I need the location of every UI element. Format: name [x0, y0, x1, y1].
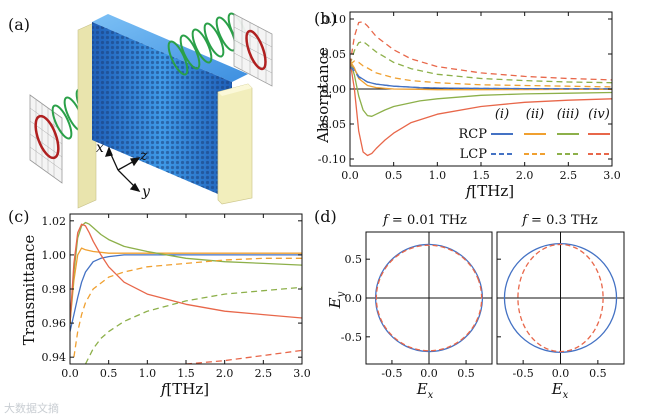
- panel-c-series-iv-rcp: [70, 223, 302, 324]
- right-helix-wave: [167, 12, 249, 76]
- panel-b-series-iii-rcp: [350, 60, 612, 117]
- panel-d2-xtick-label: 0.5: [589, 367, 607, 380]
- legend-row-lcp: LCP: [460, 147, 488, 162]
- panel-d2-ellipse-iv-dashed: [517, 243, 604, 353]
- panel-b-series-ii-lcp: [350, 60, 612, 88]
- panel-d1-ellipse-i-solid: [374, 243, 484, 353]
- legend-case-ii: (ii): [526, 107, 544, 122]
- watermark: 大数据文摘: [4, 402, 59, 415]
- panel-a-schematic: (a): [8, 12, 273, 209]
- panel-b-series-i-lcp: [350, 66, 612, 90]
- panel-d1-xtick-label: 0.5: [457, 367, 475, 380]
- panel-c-ytick-label: 1.02: [42, 215, 67, 228]
- panel-b-ylabel: Absorptance: [314, 47, 332, 144]
- panel-d2-ellipse-i-solid: [503, 242, 618, 354]
- legend-case-i: (i): [495, 107, 509, 122]
- panel-d1-subtitle: f = 0.01 THz: [382, 213, 467, 228]
- front-support-block: [217, 83, 253, 205]
- panel-b-xtick-label: 1.5: [472, 169, 490, 182]
- panel-a-label: (a): [8, 15, 30, 34]
- panel-d1-xlabel: Ex: [416, 380, 434, 401]
- panel-b-series-iv-rcp: [350, 60, 612, 157]
- panel-d1-ytick-label: -0.5: [341, 331, 362, 344]
- panel-b-ytick-label: 0.05: [322, 48, 347, 61]
- panel-d1-ytick-label: 0.0: [345, 292, 363, 305]
- right-polarization-ring: [245, 29, 267, 71]
- axis-x-label: x: [96, 140, 104, 156]
- panel-b-ytick-label: -0.10: [318, 153, 346, 166]
- panel-b-xtick-label: 0.5: [385, 169, 403, 182]
- panel-c-xtick-label: 2.0: [216, 367, 234, 380]
- panel-c-ytick-label: 1.00: [42, 249, 67, 262]
- panel-c-xtick-label: 1.5: [177, 367, 195, 380]
- panel-d2-xtick-label: 0.0: [552, 367, 570, 380]
- panel-c-xlabel: f[THz]: [160, 380, 209, 398]
- panel-d1-xtick-label: 0.0: [420, 367, 438, 380]
- panel-b-ytick-label: 0.00: [322, 83, 347, 96]
- panel-b-series-iii-lcp: [350, 40, 612, 84]
- left-polarization-ring: [34, 114, 60, 160]
- panel-b-xtick-label: 1.0: [429, 169, 447, 182]
- legend-row-rcp: RCP: [459, 127, 488, 142]
- panel-b-label: (b): [314, 9, 337, 28]
- legend-case-iii: (iii): [557, 107, 580, 122]
- panel-c-xtick-label: 3.0: [293, 367, 311, 380]
- panel-b-ytick-label: 0.10: [322, 13, 347, 26]
- right-grid-plane: [233, 13, 273, 87]
- panel-c-series-iii-lcp: [84, 286, 302, 364]
- panel-c-xtick-label: 1.0: [139, 367, 157, 380]
- coordinate-axes: [104, 146, 141, 193]
- panel-b-ytick-label: -0.05: [318, 118, 346, 131]
- panel-b-xtick-label: 2.5: [560, 169, 578, 182]
- panel-c-transmittance-chart: (c) Transmittance f[THz] 0.0 0.5 1.0 1.5 2.0…: [8, 207, 311, 398]
- panel-d-polarization-ellipses: (d) f = 0.01 THz f = 0.3 THz Ey Ex Ex -0.5…: [314, 207, 625, 401]
- panel-b-legend: (i) (ii) (iii) (iv) RCP LCP: [459, 107, 610, 162]
- metamaterial-slab: [77, 14, 253, 209]
- panel-c-series-iv-lcp: [185, 349, 302, 364]
- panel-d-label: (d): [314, 207, 337, 226]
- slab-top: [92, 14, 248, 82]
- panel-c-xtick-label: 0.5: [100, 367, 118, 380]
- panel-d2-xlabel: Ex: [551, 380, 569, 401]
- panel-c-xtick-label: 0.0: [61, 367, 79, 380]
- panel-c-ylabel: Transmittance: [20, 235, 38, 346]
- panel-c-ytick-label: 0.94: [42, 351, 67, 364]
- panel-c-xtick-label: 2.5: [255, 367, 273, 380]
- panel-b-absorptance-chart: (b) Absorptance f[THz] 0.0 0.5 1.0 1.5 2.0 2.…: [314, 9, 621, 200]
- panel-b-xtick-label: 3.0: [603, 169, 621, 182]
- panel-b-series-iv-lcp: [350, 21, 612, 81]
- panel-d-ylabel: Ey: [326, 291, 347, 309]
- axis-y-label: y: [141, 184, 151, 200]
- panel-c-series-ii-lcp: [73, 257, 302, 358]
- panel-b-xtick-label: 0.0: [341, 169, 359, 182]
- panel-d2-xtick-label: -0.5: [513, 367, 534, 380]
- panel-d2-subtitle: f = 0.3 THz: [521, 213, 598, 228]
- legend-case-iv: (iv): [588, 107, 610, 122]
- back-support-block: [77, 21, 97, 209]
- panel-d1-ytick-label: 0.5: [345, 253, 363, 266]
- panel-c-series-iii-rcp: [70, 221, 302, 324]
- panel-d1-xtick-label: -0.5: [381, 367, 402, 380]
- axis-z-label: z: [139, 148, 148, 164]
- panel-b-xlabel: f[THz]: [465, 182, 514, 200]
- panel-c-series-i-rcp: [70, 254, 302, 332]
- panel-c-label: (c): [8, 207, 29, 226]
- panel-b-xtick-label: 2.0: [516, 169, 534, 182]
- panel-c-series-ii-rcp: [70, 247, 302, 324]
- panel-c-ytick-label: 0.96: [42, 317, 67, 330]
- panel-c-ytick-label: 0.98: [42, 283, 67, 296]
- panel-d1-ellipse-iv-dashed: [375, 244, 483, 352]
- left-grid-plane: [29, 94, 63, 184]
